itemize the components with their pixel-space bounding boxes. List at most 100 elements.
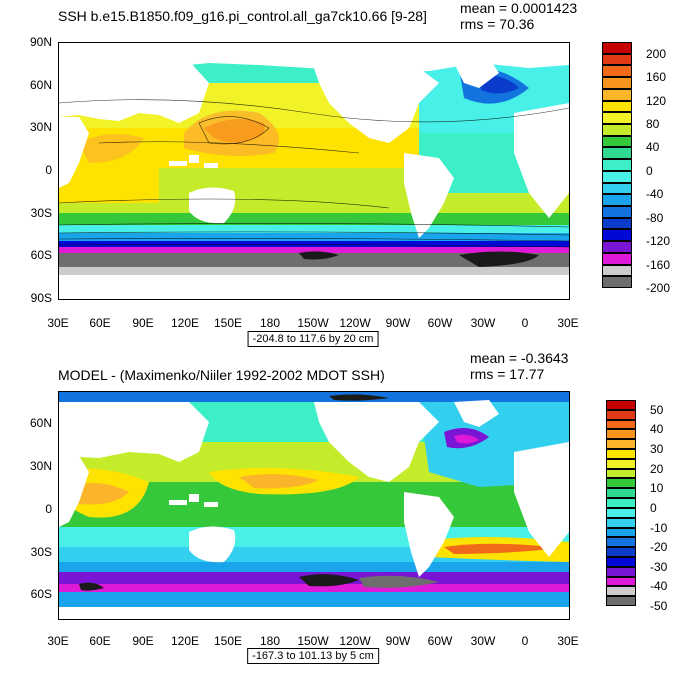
colorbar-label: -10 [650, 520, 668, 535]
colorbar: 200 160 120 80 40 0 -40 -80 -120 -160 -200 [602, 42, 692, 295]
colorbar-label: -40 [646, 187, 664, 202]
colorbar: 50 40 30 20 10 0 -10 -20 -30 -40 -50 [606, 400, 696, 613]
lon-label: 150E [213, 634, 243, 648]
colorbar-label: -200 [646, 281, 671, 295]
contour-info-label: -204.8 to 117.6 by 20 cm [247, 331, 379, 347]
lon-label: 150W [297, 316, 329, 330]
colorbar-swatch [606, 507, 636, 518]
mean-stat: mean = 0.0001423 [460, 0, 578, 16]
colorbar-swatch [606, 400, 636, 410]
colorbar-swatch [606, 458, 636, 469]
colorbar-label: 10 [650, 481, 664, 496]
colorbar-label: 30 [650, 442, 664, 457]
colorbar-swatch [602, 42, 632, 54]
colorbar-label: 0 [646, 163, 653, 178]
colorbar-swatch [606, 547, 636, 557]
map-title: MODEL - (Maximenko/Niiler 1992-2002 MDOT… [58, 367, 385, 383]
lon-label: 120E [170, 634, 200, 648]
colorbar-swatch [602, 77, 632, 89]
map-panel-top: SSH b.e15.B1850.f09_g16.pi_control.all_g… [0, 0, 700, 347]
colorbar-label: 40 [650, 422, 664, 437]
colorbar-swatch [606, 537, 636, 548]
colorbar-swatch [602, 100, 632, 113]
colorbar-label: 40 [646, 140, 660, 155]
lon-label: 30W [470, 634, 496, 648]
colorbar-swatch [602, 147, 632, 160]
colorbar-swatch [602, 182, 632, 195]
ssh-map-image [59, 43, 569, 299]
lat-label: 30S [30, 545, 52, 559]
lat-label: 30S [30, 206, 52, 220]
lat-label: 30N [29, 459, 52, 473]
colorbar-swatch [602, 124, 632, 136]
colorbar-label: -20 [650, 540, 668, 555]
lon-label: 180 [259, 316, 281, 330]
colorbar-swatch [606, 429, 636, 440]
colorbar-label: -80 [646, 210, 664, 225]
colorbar-label: -30 [650, 559, 668, 574]
lon-label: 90W [385, 316, 411, 330]
colorbar-label: -160 [646, 257, 671, 272]
lat-label: 0 [45, 163, 52, 177]
colorbar-label: 200 [646, 46, 667, 61]
lon-label: 120W [339, 316, 371, 330]
lat-label: 30N [29, 120, 52, 134]
colorbar-label: -40 [650, 579, 668, 594]
colorbar-swatch [602, 206, 632, 218]
colorbar-label: 120 [646, 93, 667, 108]
colorbar-swatch [606, 439, 636, 450]
rms-stat: rms = 17.77 [470, 366, 545, 382]
colorbar-swatch [602, 229, 632, 242]
lon-label: 60W [427, 316, 453, 330]
ssh-difference-map-image [59, 392, 569, 619]
colorbar-swatch [602, 88, 632, 101]
colorbar-swatch [606, 517, 636, 528]
lat-label: 0 [45, 502, 52, 516]
colorbar-swatch [602, 159, 632, 171]
lat-label: 60N [29, 78, 52, 92]
map-panel-bottom: MODEL - (Maximenko/Niiler 1992-2002 MDOT… [0, 345, 700, 700]
colorbar-swatch [602, 65, 632, 78]
map-plot-area [58, 391, 570, 620]
colorbar-label: 50 [650, 402, 664, 417]
colorbar-swatch [606, 419, 636, 430]
lon-label: 30E [557, 634, 579, 648]
colorbar-swatch [606, 449, 636, 459]
colorbar-swatch [602, 53, 632, 66]
lon-label: 150E [213, 316, 243, 330]
colorbar-swatch [602, 276, 632, 288]
lon-label: 60E [89, 316, 111, 330]
lon-label: 120W [339, 634, 371, 648]
colorbar-swatch [606, 576, 636, 587]
map-title: SSH b.e15.B1850.f09_g16.pi_control.all_g… [58, 8, 427, 24]
lon-label: 90W [385, 634, 411, 648]
colorbar-label: -120 [646, 234, 671, 249]
colorbar-swatch [606, 596, 636, 606]
lat-label: 60S [30, 587, 52, 601]
lon-label: 60E [89, 634, 111, 648]
lon-label: 30E [47, 316, 69, 330]
colorbar-label: 80 [646, 117, 660, 131]
colorbar-swatch [606, 488, 636, 499]
map-plot-area [58, 42, 570, 300]
colorbar-swatch [606, 527, 636, 538]
rms-stat: rms = 70.36 [460, 16, 535, 32]
colorbar-label: 20 [650, 461, 664, 476]
colorbar-swatch [602, 194, 632, 206]
lon-label: 90E [132, 634, 154, 648]
lat-label: 60N [29, 416, 52, 430]
colorbar-swatch [606, 409, 636, 420]
lon-label: 0 [521, 634, 529, 648]
colorbar-swatch [602, 112, 632, 124]
colorbar-swatch [606, 468, 636, 479]
lat-label: 60S [30, 248, 52, 262]
lon-label: 150W [297, 634, 329, 648]
mean-stat: mean = -0.3643 [470, 350, 569, 366]
contour-info-label: -167.3 to 101.13 by 5 cm [247, 648, 379, 664]
colorbar-swatch [602, 241, 632, 253]
colorbar-swatch [602, 217, 632, 230]
colorbar-swatch [606, 556, 636, 567]
lon-label: 0 [521, 316, 529, 330]
lon-label: 30E [47, 634, 69, 648]
lon-label: 90E [132, 316, 154, 330]
